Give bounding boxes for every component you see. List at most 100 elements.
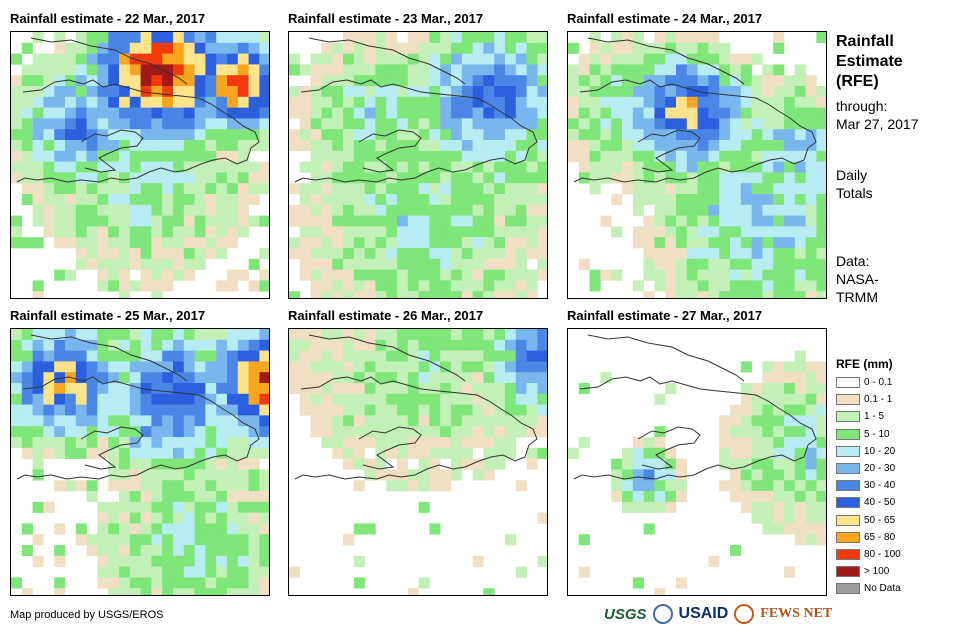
rainfall-cell [494, 226, 506, 238]
rainfall-cell [537, 129, 547, 141]
rainfall-cell [451, 329, 463, 341]
rainfall-cell [708, 226, 720, 238]
rainfall-cell [237, 329, 249, 341]
rainfall-cell [515, 64, 527, 76]
rainfall-cell [321, 361, 333, 373]
rainfall-cell [762, 161, 774, 173]
rainfall-cell [248, 350, 260, 362]
rainfall-cell [151, 512, 163, 524]
rainfall-cell [353, 86, 365, 98]
rainfall-cell [375, 161, 387, 173]
rainfall-cell [643, 226, 655, 238]
rainfall-cell [183, 361, 195, 373]
rainfall-cell [740, 150, 752, 162]
rainfall-cell [364, 291, 376, 298]
rainfall-cell [11, 372, 23, 384]
rainfall-cell [259, 280, 269, 292]
rainfall-cell [54, 118, 66, 130]
rainfall-cell [173, 534, 185, 546]
rainfall-map-23-mar [288, 31, 548, 299]
rainfall-cell [11, 329, 23, 341]
rainfall-cell [343, 194, 355, 206]
rainfall-cell [537, 237, 547, 249]
rainfall-cell [418, 32, 430, 44]
rainfall-cell [227, 480, 239, 492]
rainfall-cell [237, 577, 249, 589]
rainfall-cell [397, 215, 409, 227]
rainfall-cell [816, 437, 826, 449]
rainfall-cell [97, 172, 109, 184]
rainfall-cell [97, 269, 109, 281]
rainfall-cell [11, 215, 23, 227]
rainfall-cell [227, 350, 239, 362]
rainfall-cell [762, 404, 774, 416]
rainfall-cell [418, 86, 430, 98]
rainfall-cell [451, 458, 463, 470]
rainfall-cell [194, 469, 206, 481]
rainfall-cell [451, 150, 463, 162]
rainfall-cell [54, 75, 66, 87]
rainfall-cell [32, 237, 44, 249]
rainfall-cell [494, 280, 506, 292]
rainfall-cell [762, 129, 774, 141]
rainfall-cell [515, 339, 527, 351]
rainfall-cell [632, 42, 644, 54]
rainfall-cell [526, 42, 538, 54]
rainfall-cell [227, 118, 239, 130]
rainfall-cell [483, 226, 495, 238]
rainfall-cell [386, 75, 398, 87]
rainfall-cell [397, 172, 409, 184]
rainfall-cell [505, 129, 517, 141]
rainfall-cell [418, 53, 430, 65]
rainfall-cell [472, 226, 484, 238]
rainfall-cell [86, 248, 98, 260]
rainfall-cell [129, 415, 141, 427]
rainfall-cell [75, 86, 87, 98]
rainfall-cell [75, 32, 87, 44]
rainfall-cell [86, 491, 98, 503]
rainfall-cell [259, 107, 269, 119]
rainfall-cell [751, 172, 763, 184]
rainfall-cell [310, 291, 322, 298]
rainfall-cell [708, 215, 720, 227]
rainfall-cell [205, 118, 217, 130]
rainfall-cell [248, 107, 260, 119]
rainfall-cell [21, 404, 33, 416]
rainfall-cell [407, 248, 419, 260]
rainfall-cell [472, 42, 484, 54]
rainfall-cell [483, 86, 495, 98]
rainfall-cell [397, 350, 409, 362]
rainfall-cell [375, 437, 387, 449]
rainfall-cell [227, 501, 239, 513]
rainfall-cell [140, 534, 152, 546]
rainfall-cell [537, 329, 547, 341]
rainfall-cell [708, 555, 720, 567]
rainfall-cell [600, 118, 612, 130]
rainfall-cell [173, 480, 185, 492]
rainfall-cell [205, 329, 217, 341]
rainfall-cell [751, 258, 763, 270]
rainfall-cell [762, 107, 774, 119]
rainfall-cell [332, 291, 344, 298]
rainfall-cell [794, 172, 806, 184]
rainfall-cell [216, 248, 228, 260]
rainfall-cell [451, 161, 463, 173]
rainfall-cell [762, 415, 774, 427]
rainfall-cell [632, 86, 644, 98]
rainfall-cell [32, 383, 44, 395]
rainfall-cell [375, 172, 387, 184]
rainfall-cell [386, 150, 398, 162]
rainfall-cell [429, 291, 441, 298]
rainfall-cell [54, 269, 66, 281]
rainfall-cell [773, 447, 785, 459]
rainfall-cell [43, 350, 55, 362]
rainfall-cell [119, 437, 131, 449]
rainfall-cell [54, 32, 66, 44]
rainfall-cell [32, 534, 44, 546]
rainfall-cell [86, 194, 98, 206]
rainfall-cell [173, 107, 185, 119]
rainfall-cell [54, 415, 66, 427]
rainfall-cell [429, 372, 441, 384]
rainfall-cell [205, 512, 217, 524]
rainfall-cell [11, 140, 23, 152]
